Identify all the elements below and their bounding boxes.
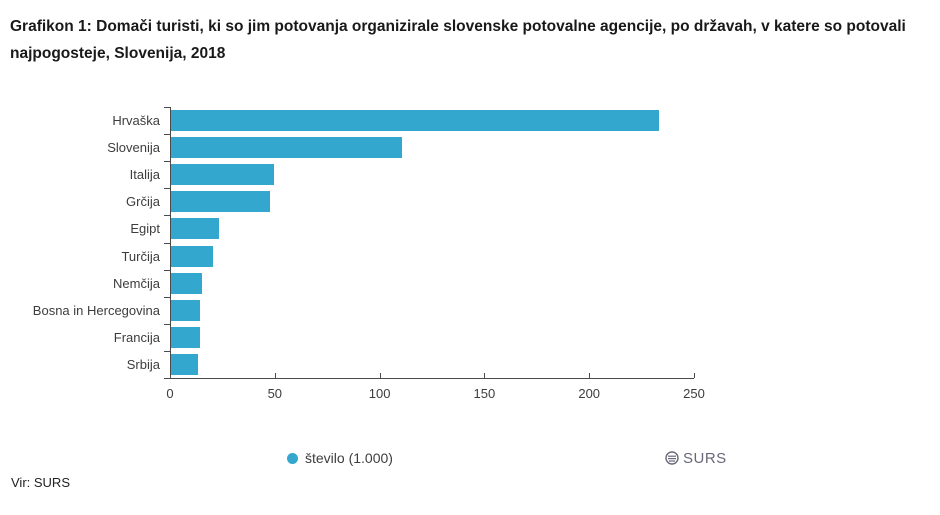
legend-label: število (1.000): [305, 450, 393, 466]
category-label: Slovenija: [107, 140, 160, 156]
legend: število (1.000): [287, 449, 393, 467]
x-axis-tick: [694, 373, 695, 378]
legend-marker-icon: [287, 452, 298, 464]
x-axis-tick-label: 250: [683, 386, 705, 401]
x-axis-tick-label: 0: [166, 386, 174, 401]
x-axis-tick: [380, 373, 381, 378]
y-axis: [170, 107, 171, 378]
bar-3: [171, 164, 274, 186]
y-axis-tick: [164, 243, 170, 244]
category-label: Srbija: [126, 356, 160, 372]
bar-6: [171, 245, 213, 267]
x-axis-tick: [170, 373, 171, 378]
x-axis-tick-label: 100: [368, 386, 391, 401]
y-axis-tick: [164, 134, 170, 135]
x-axis: [170, 378, 694, 379]
bar-10: [171, 353, 198, 375]
bar-4: [171, 191, 270, 213]
bar-9: [171, 326, 200, 348]
y-axis-tick: [164, 161, 170, 162]
category-label: Egipt: [130, 221, 160, 237]
category-label: Turčija: [121, 248, 160, 264]
y-axis-tick: [164, 107, 170, 108]
category-label: Hrvaška: [112, 113, 160, 128]
x-axis-tick-label: 50: [267, 386, 283, 401]
chart-title: Grafikon 1: Domači turisti, ki so jim po…: [10, 18, 906, 62]
y-axis-tick: [164, 297, 170, 298]
surs-watermark-text: SURS: [683, 449, 727, 467]
x-axis-tick: [589, 373, 590, 378]
category-label: Bosna in Hercegovina: [32, 302, 160, 318]
y-axis-tick: [164, 215, 170, 216]
surs-watermark: SURS: [665, 449, 727, 467]
category-label: Nemčija: [113, 275, 160, 291]
bar-2: [171, 137, 402, 159]
bar-8: [171, 299, 200, 321]
y-axis-tick: [164, 270, 170, 271]
bar-7: [171, 272, 202, 294]
bar-1: [171, 110, 659, 132]
y-axis-tick: [164, 351, 170, 352]
y-axis-tick: [164, 378, 170, 379]
y-axis-tick: [164, 188, 170, 189]
x-axis-tick-label: 150: [473, 386, 496, 401]
x-axis-tick: [275, 373, 276, 378]
source-note: Vir: SURS: [11, 475, 70, 490]
bar-chart: Hrvaška Slovenija Italija Grčija Egipt Turčij…: [32, 107, 705, 401]
category-label: Italija: [129, 167, 160, 183]
y-axis-tick: [164, 324, 170, 325]
category-label: Francija: [113, 329, 160, 345]
x-axis-tick-label: 200: [578, 386, 601, 401]
category-label: Grčija: [126, 194, 160, 210]
x-axis-tick: [484, 373, 485, 378]
bar-5: [171, 218, 219, 240]
surs-logo-icon: [665, 451, 679, 465]
